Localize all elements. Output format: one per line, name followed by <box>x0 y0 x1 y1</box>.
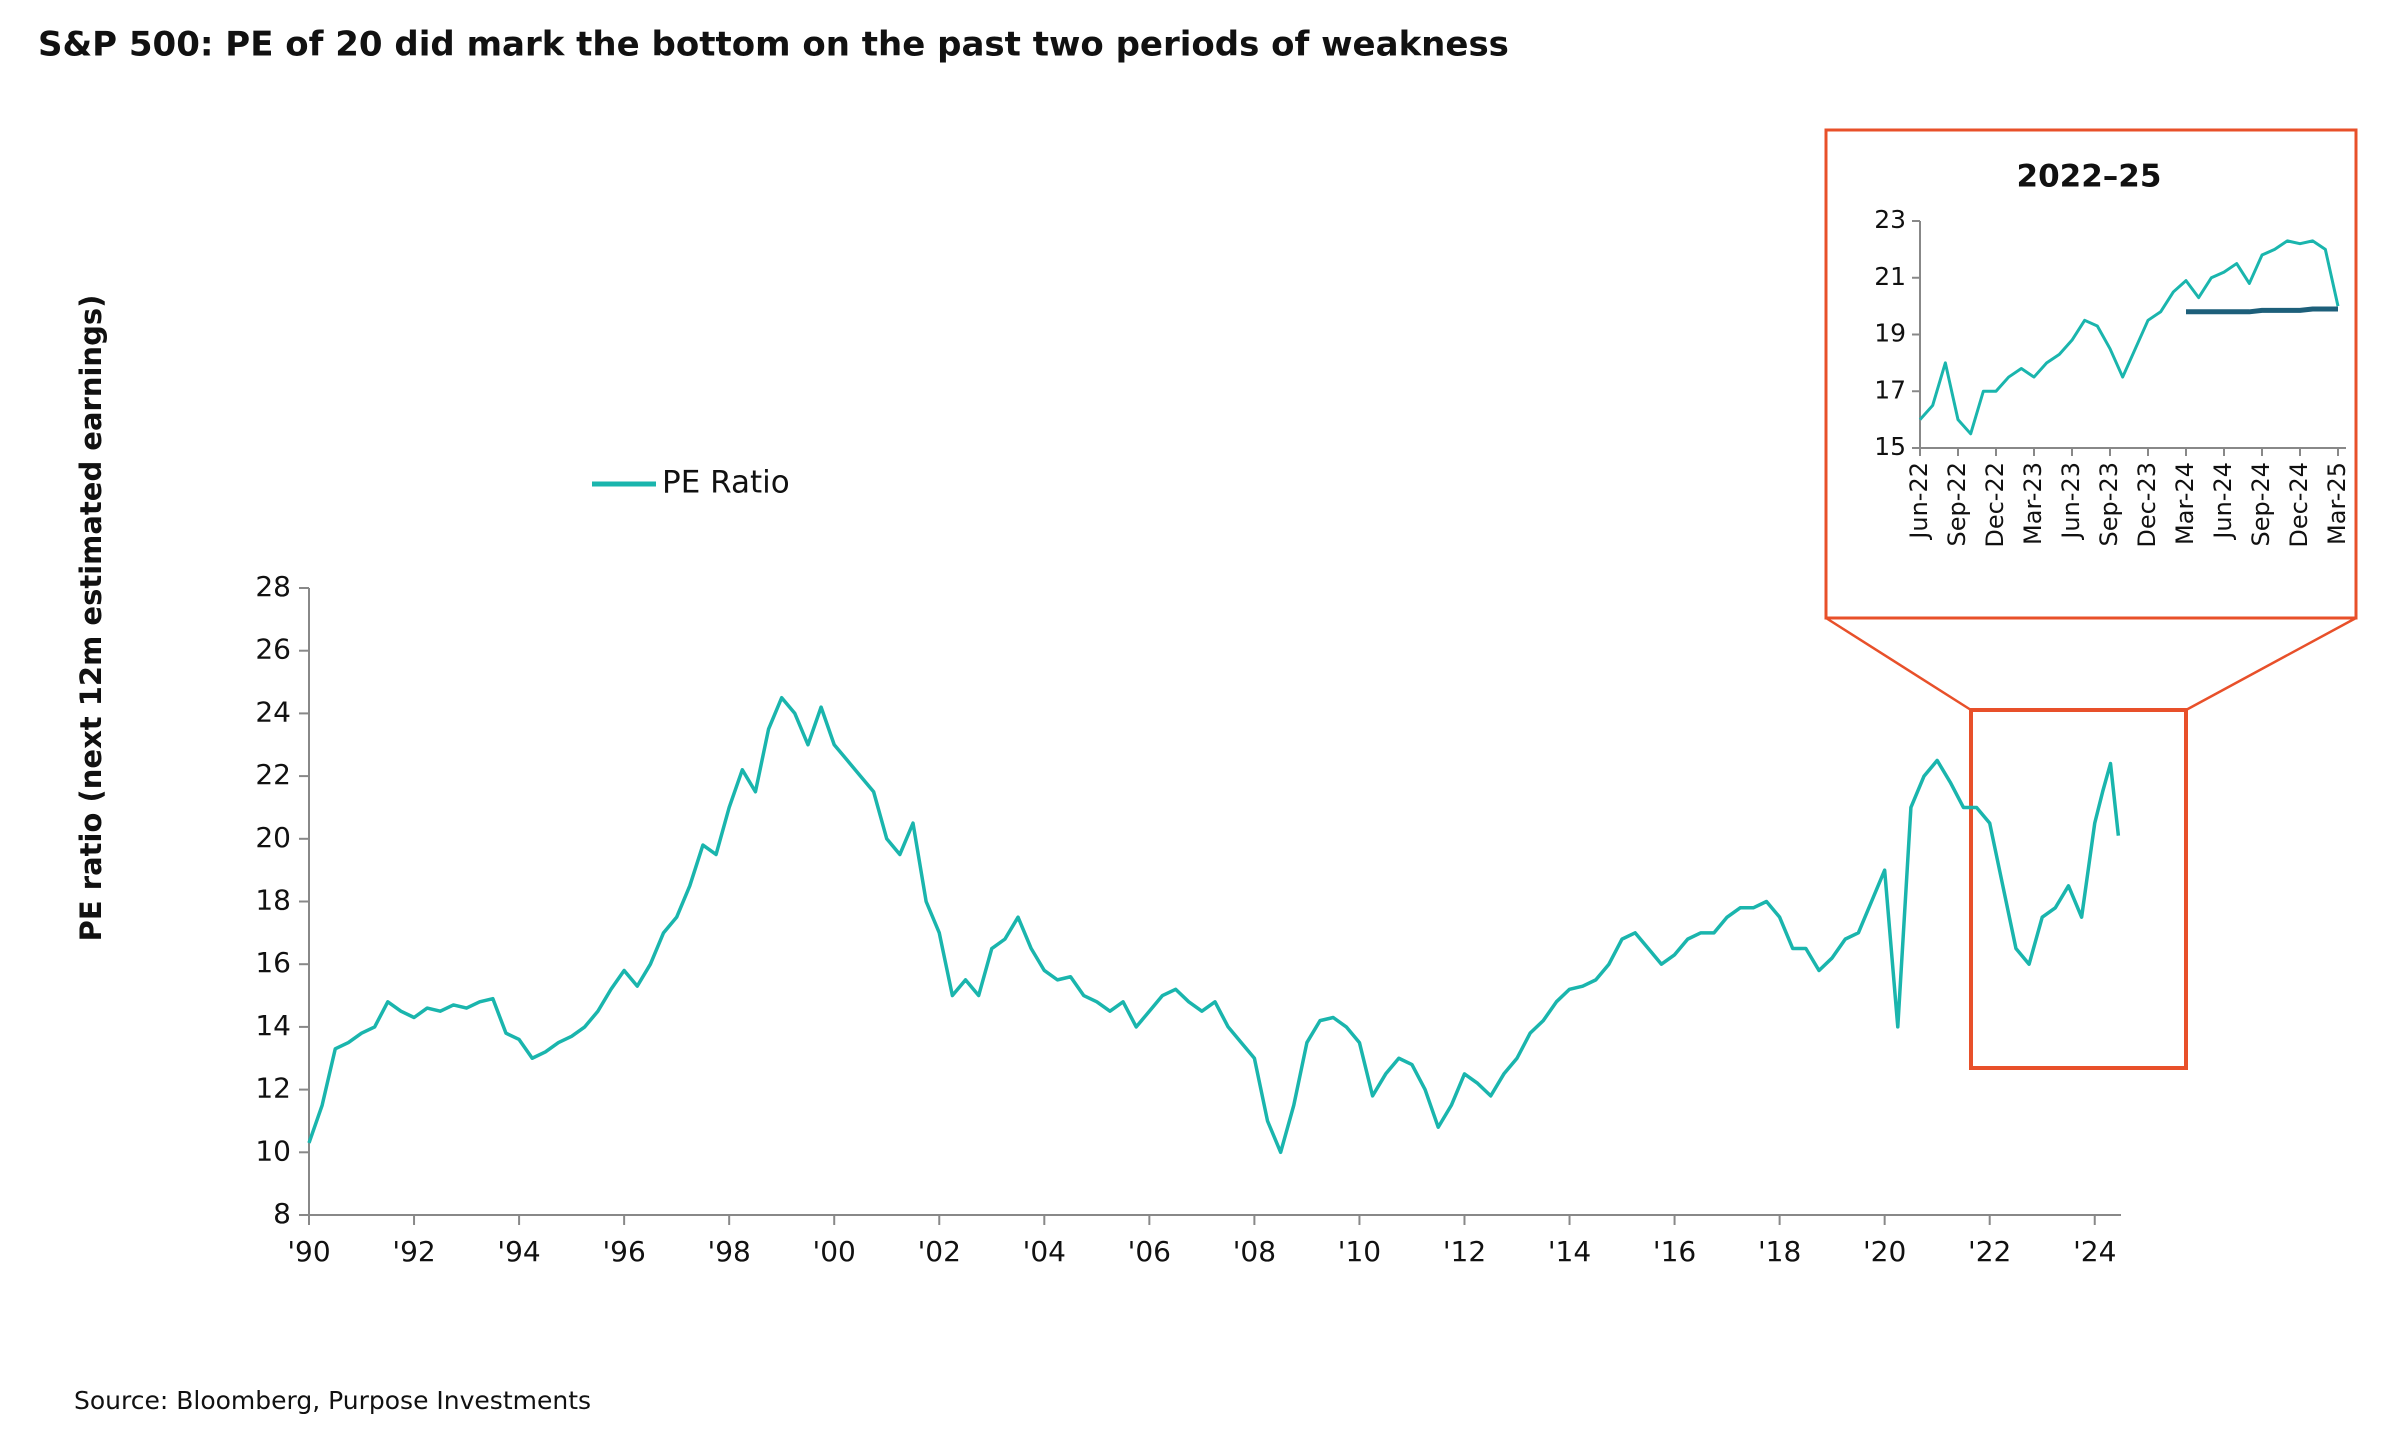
x-tick-label: '06 <box>1128 1235 1171 1268</box>
x-tick-label: '94 <box>497 1235 540 1268</box>
y-tick-label: 12 <box>255 1072 291 1105</box>
source-note: Source: Bloomberg, Purpose Investments <box>74 1386 591 1415</box>
inset-x-tick-label: Jun-23 <box>2057 462 2085 541</box>
x-tick-label: '96 <box>602 1235 645 1268</box>
y-tick-label: 22 <box>255 758 291 791</box>
inset-x-tick-label: Sep-24 <box>2247 462 2275 546</box>
y-tick-label: 18 <box>255 884 291 917</box>
inset-x-tick-label: Sep-22 <box>1943 462 1971 546</box>
page-title: S&P 500: PE of 20 did mark the bottom on… <box>38 25 1509 65</box>
connector <box>2185 616 2357 712</box>
inset-y-tick-label: 19 <box>1874 319 1906 348</box>
x-tick-label: '92 <box>392 1235 435 1268</box>
x-tick-label: '04 <box>1023 1235 1066 1268</box>
inset-x-tick-label: Dec-24 <box>2285 462 2313 548</box>
inset-x-tick-label: Jun-24 <box>2209 462 2237 541</box>
inset-x-tick-label: Jun-22 <box>1905 462 1933 541</box>
inset-x-tick-label: Dec-22 <box>1981 462 2009 548</box>
x-tick-label: '18 <box>1758 1235 1801 1268</box>
support-line <box>2186 306 2338 315</box>
x-tick-label: '12 <box>1443 1235 1486 1268</box>
x-tick-label: '08 <box>1233 1235 1276 1268</box>
x-tick-label: '00 <box>813 1235 856 1268</box>
x-tick-label: '90 <box>287 1235 330 1268</box>
y-tick-label: 10 <box>255 1134 291 1167</box>
x-tick-label: '10 <box>1338 1235 1381 1268</box>
y-tick-label: 28 <box>255 570 291 603</box>
inset-x-tick-label: Mar-25 <box>2323 462 2351 545</box>
connector <box>1825 616 1972 712</box>
inset-x-tick-label: Dec-23 <box>2133 462 2161 548</box>
inset-pe-line <box>1918 239 2340 436</box>
x-tick-label: '20 <box>1863 1235 1906 1268</box>
inset-y-tick-label: 15 <box>1874 432 1906 461</box>
inset-y-tick-label: 23 <box>1874 205 1906 234</box>
y-axis-label: PE ratio (next 12m estimated earnings) <box>74 295 108 942</box>
y-tick-label: 20 <box>255 821 291 854</box>
inset-title: 2022–25 <box>2017 159 2162 195</box>
x-tick-label: '14 <box>1548 1235 1591 1268</box>
inset-frame <box>1824 128 2358 620</box>
legend-label: PE Ratio <box>662 465 790 501</box>
y-tick-label: 14 <box>255 1009 291 1042</box>
inset-x-tick-label: Mar-24 <box>2171 462 2199 545</box>
x-tick-label: '16 <box>1653 1235 1696 1268</box>
x-tick-label: '22 <box>1968 1235 2011 1268</box>
y-tick-label: 26 <box>255 633 291 666</box>
inset-x-tick-label: Sep-23 <box>2095 462 2123 546</box>
y-tick-label: 24 <box>255 695 291 728</box>
x-tick-label: '98 <box>708 1235 751 1268</box>
inset-x-tick-label: Mar-23 <box>2019 462 2047 545</box>
pe-line <box>307 695 2121 1155</box>
x-tick-label: '24 <box>2073 1235 2116 1268</box>
inset-y-tick-label: 17 <box>1874 375 1906 404</box>
highlight-box <box>1969 708 2188 1070</box>
inset-y-tick-label: 21 <box>1874 262 1906 291</box>
x-tick-label: '02 <box>918 1235 961 1268</box>
y-tick-label: 16 <box>255 946 291 979</box>
y-tick-label: 8 <box>273 1197 291 1230</box>
